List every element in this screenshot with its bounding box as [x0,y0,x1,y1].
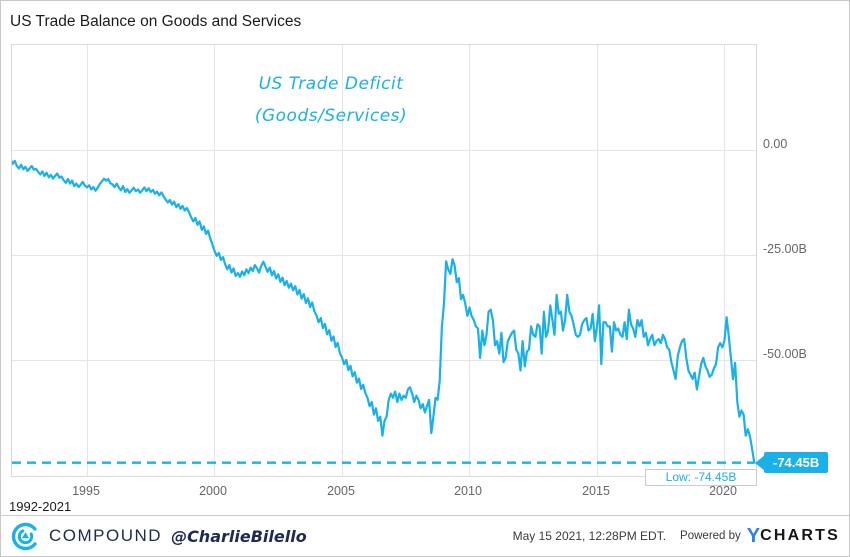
powered-by-label: Powered by [680,530,741,542]
gridline-2000 [214,45,215,476]
ycharts-logo: Y CHARTS [747,525,840,548]
badge-arrow-icon [755,454,765,471]
x-tick-1995: 1995 [72,484,100,498]
compound-logo-icon [11,522,40,550]
x-tick-2005: 2005 [327,484,355,498]
date-range-label: 1992-2021 [9,499,72,514]
gridline-2015 [597,45,598,476]
y-tick-m25: -25.00B [763,242,807,256]
footer: COMPOUND @CharlieBilello May 15 2021, 12… [1,515,849,556]
y-tick-0: 0.00 [763,137,788,151]
ycharts-logo-text: CHARTS [760,527,840,544]
ycharts-logo-y: Y [746,524,761,547]
plot-area [11,44,757,477]
gridline-minus25 [12,255,756,256]
gridline-2005 [342,45,343,476]
badge-value: -74.45B [773,455,820,470]
low-value-label: Low: -74.45B [645,469,757,486]
x-tick-2020: 2020 [709,484,737,498]
y-tick-m50: -50.00B [763,347,807,361]
trade-balance-chart-svg [12,159,756,464]
x-tick-2015: 2015 [582,484,610,498]
gridline-2010 [469,45,470,476]
x-tick-2000: 2000 [199,484,227,498]
annotation-line-2: (Goods/Services) [254,106,408,126]
footer-brand-group: COMPOUND @CharlieBilello [10,521,307,552]
annotation-line-1: US Trade Deficit [258,74,404,94]
gridline-minus50 [12,360,756,361]
brand-name: COMPOUND [49,526,163,545]
current-value-badge: -74.45B [755,452,829,473]
trade-line [12,159,756,464]
gridline-0 [12,150,756,151]
x-tick-2010: 2010 [454,484,482,498]
twitter-handle: @CharlieBilello [171,526,307,546]
gridline-1995 [87,45,88,476]
footer-attribution-group: May 15 2021, 12:28PM EDT. Powered by Y C… [513,525,840,548]
timestamp: May 15 2021, 12:28PM EDT. [512,529,667,543]
gridline-2020 [724,45,725,476]
chart-title: US Trade Balance on Goods and Services [10,13,302,30]
